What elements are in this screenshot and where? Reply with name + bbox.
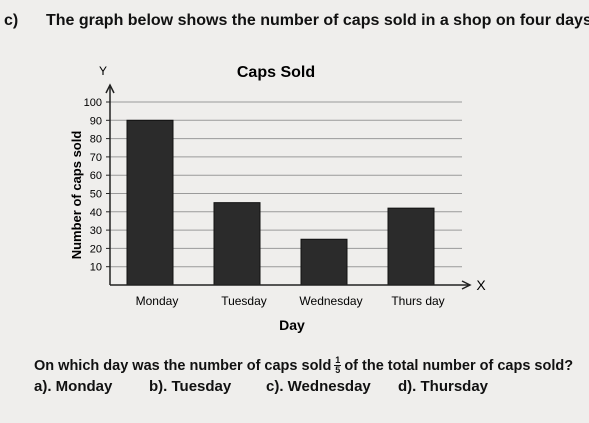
- bar: [213, 202, 261, 286]
- x-tick-label: Thurs day: [391, 294, 444, 308]
- y-tick-label: 20: [90, 243, 102, 255]
- x-axis-arrow: [461, 280, 472, 290]
- x-axis-title: Day: [279, 317, 305, 333]
- x-tick-label: Tuesday: [221, 294, 267, 308]
- y-axis-title: Number of caps sold: [69, 131, 84, 260]
- x-axis-letter: X: [476, 277, 486, 293]
- y-tick-label: 10: [90, 262, 102, 274]
- y-tick-label: 40: [90, 207, 102, 219]
- question-prefix: On which day was the number of caps sold: [34, 357, 332, 374]
- y-tick-label: 90: [90, 115, 102, 127]
- bar: [126, 119, 174, 286]
- fraction-bar: [334, 365, 342, 366]
- fraction: 1 5: [334, 355, 342, 375]
- question-heading: The graph below shows the number of caps…: [46, 12, 589, 29]
- question-suffix: of the total number of caps sold?: [344, 357, 574, 374]
- fraction-numerator: 1: [335, 355, 341, 365]
- chart-title: Caps Sold: [237, 64, 315, 81]
- y-tick-label: 80: [90, 134, 102, 146]
- y-tick-label: 70: [90, 152, 102, 164]
- fraction-denominator: 5: [335, 365, 341, 375]
- x-tick-label: Monday: [136, 294, 179, 308]
- y-tick-label: 30: [90, 225, 102, 237]
- caps-sold-chart: Caps Sold Y X Day Number of caps sold 10…: [69, 64, 486, 333]
- question-number: c): [4, 12, 19, 29]
- option-a[interactable]: a). Monday: [34, 378, 113, 395]
- y-tick-label: 100: [84, 97, 102, 109]
- option-c[interactable]: c). Wednesday: [266, 378, 371, 395]
- question-text: On which day was the number of caps sold…: [34, 356, 573, 375]
- y-axis-letter: Y: [99, 64, 107, 78]
- option-d[interactable]: d). Thursday: [398, 378, 489, 395]
- option-b[interactable]: b). Tuesday: [149, 378, 232, 395]
- bar: [300, 238, 348, 286]
- x-tick-label: Wednesday: [299, 294, 362, 308]
- y-axis-arrow: [105, 83, 115, 94]
- bar: [387, 207, 435, 286]
- y-tick-label: 50: [90, 189, 102, 201]
- y-tick-label: 60: [90, 170, 102, 182]
